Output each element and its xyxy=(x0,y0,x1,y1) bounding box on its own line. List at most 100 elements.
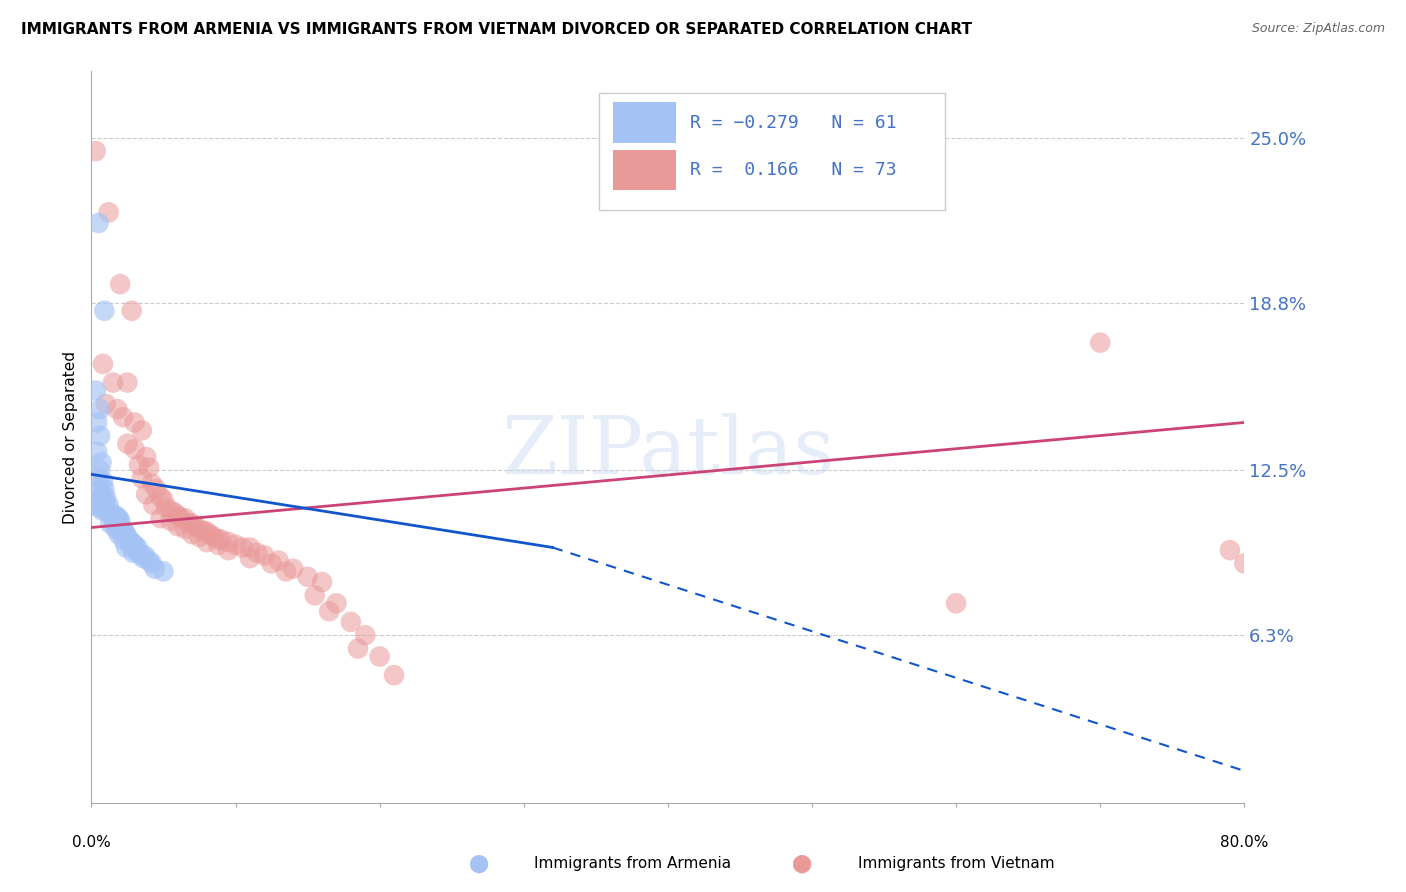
Point xyxy=(239,541,262,555)
Point xyxy=(128,546,150,560)
Point xyxy=(138,554,160,568)
Point xyxy=(115,541,138,555)
Point xyxy=(90,487,112,501)
Point xyxy=(91,492,114,507)
Point xyxy=(134,549,156,563)
Text: 80.0%: 80.0% xyxy=(1220,835,1268,850)
Point xyxy=(94,397,117,411)
Point xyxy=(304,588,326,602)
Point xyxy=(104,508,127,523)
Point xyxy=(124,416,146,430)
Point xyxy=(143,562,166,576)
Point xyxy=(103,516,125,531)
Point xyxy=(101,376,124,390)
Point xyxy=(253,549,276,563)
Point xyxy=(86,416,108,430)
Point xyxy=(325,596,347,610)
Point xyxy=(1219,543,1241,558)
Text: IMMIGRANTS FROM ARMENIA VS IMMIGRANTS FROM VIETNAM DIVORCED OR SEPARATED CORRELA: IMMIGRANTS FROM ARMENIA VS IMMIGRANTS FR… xyxy=(21,22,972,37)
Point xyxy=(181,527,204,541)
Point xyxy=(105,519,128,533)
Point xyxy=(274,565,297,579)
Point xyxy=(89,463,111,477)
Point xyxy=(120,538,142,552)
Point xyxy=(217,535,239,549)
Text: ⬤: ⬤ xyxy=(468,855,488,872)
Point xyxy=(217,543,239,558)
Point xyxy=(124,442,146,456)
Point xyxy=(94,490,117,504)
Point xyxy=(84,498,107,512)
Point xyxy=(340,615,363,629)
Point xyxy=(122,546,145,560)
Point xyxy=(246,546,269,560)
Point xyxy=(207,533,229,547)
Point xyxy=(127,541,149,555)
Point xyxy=(141,476,163,491)
Point xyxy=(142,498,165,512)
Point xyxy=(181,516,204,531)
Point xyxy=(89,482,111,496)
Point xyxy=(188,530,211,544)
Point xyxy=(121,535,143,549)
Point xyxy=(89,429,111,443)
Point xyxy=(198,527,221,541)
Point xyxy=(97,205,120,219)
Point xyxy=(97,498,120,512)
Point xyxy=(166,519,188,533)
Point xyxy=(103,508,125,523)
Point xyxy=(84,384,107,398)
Point xyxy=(93,303,115,318)
Point xyxy=(195,535,218,549)
Point xyxy=(239,551,262,566)
Point xyxy=(131,424,153,438)
Point xyxy=(90,455,112,469)
Point xyxy=(89,402,111,417)
Point xyxy=(354,628,377,642)
Point xyxy=(93,500,115,515)
Point xyxy=(145,482,167,496)
Text: R =  0.166   N = 73: R = 0.166 N = 73 xyxy=(690,161,897,179)
Text: Immigrants from Armenia: Immigrants from Armenia xyxy=(534,856,731,871)
Point xyxy=(87,216,110,230)
Point xyxy=(111,524,134,539)
Point xyxy=(117,376,139,390)
Point xyxy=(159,514,181,528)
Point xyxy=(128,458,150,472)
Point xyxy=(188,522,211,536)
Point xyxy=(94,495,117,509)
Point xyxy=(1233,557,1256,571)
Point xyxy=(131,549,153,563)
Point xyxy=(89,500,111,515)
Point xyxy=(149,490,172,504)
Point xyxy=(87,492,110,507)
Point xyxy=(101,511,124,525)
Point xyxy=(155,500,177,515)
Point xyxy=(100,508,122,523)
Text: Immigrants from Vietnam: Immigrants from Vietnam xyxy=(858,856,1054,871)
Point xyxy=(159,503,181,517)
Point xyxy=(84,144,107,158)
Point xyxy=(267,554,290,568)
Point xyxy=(107,511,129,525)
Point xyxy=(90,503,112,517)
Point xyxy=(163,506,186,520)
Point xyxy=(149,511,172,525)
Point xyxy=(105,511,128,525)
Point xyxy=(138,460,160,475)
Point xyxy=(1088,335,1111,350)
Point xyxy=(104,522,127,536)
Point xyxy=(135,450,157,464)
Point xyxy=(114,524,136,539)
FancyBboxPatch shape xyxy=(599,94,945,211)
Point xyxy=(125,543,148,558)
Point xyxy=(98,506,121,520)
Point xyxy=(152,565,174,579)
Point xyxy=(117,436,139,450)
Point xyxy=(93,482,115,496)
Point xyxy=(193,524,215,539)
FancyBboxPatch shape xyxy=(613,150,676,190)
Point xyxy=(195,524,218,539)
Point xyxy=(166,508,188,523)
Point xyxy=(132,551,155,566)
